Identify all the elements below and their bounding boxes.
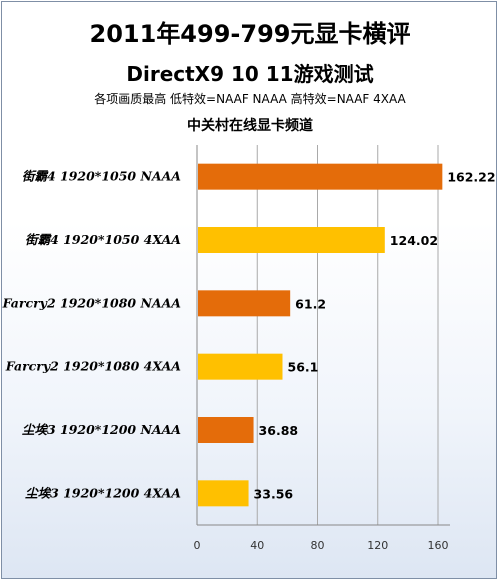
category-label: Farcry2 1920*1080 NAAA (2, 295, 182, 310)
category-label: 尘埃3 1920*1200 NAAA (22, 422, 181, 437)
x-tick-label: 80 (311, 539, 325, 552)
data-label: 56.1 (288, 360, 319, 375)
chart-source: 中关村在线显卡频道 (187, 118, 313, 134)
bar (198, 353, 283, 380)
chart-title: 2011年499-799元显卡横评 (89, 20, 411, 48)
data-label: 61.2 (295, 296, 326, 311)
bar (198, 227, 385, 253)
category-label: 街霸4 1920*1050 NAAA (22, 169, 181, 184)
x-tick-label: 40 (250, 539, 264, 552)
x-tick-label: 160 (428, 539, 449, 552)
data-label: 33.56 (254, 486, 294, 501)
chart-note: 各项画质最高 低特效=NAAF NAAA 高特效=NAAF 4XAA (94, 92, 406, 106)
data-label: 124.02 (390, 233, 438, 248)
bar (198, 417, 254, 443)
category-label: Farcry2 1920*1080 4XAA (5, 359, 182, 374)
x-tick-label: 0 (194, 539, 201, 552)
bar (198, 290, 291, 317)
chart-subtitle: DirectX9 10 11游戏测试 (126, 62, 374, 86)
bar (198, 163, 443, 190)
data-label: 162.22 (447, 170, 495, 185)
category-label: 街霸4 1920*1050 4XAA (25, 232, 181, 247)
category-label: 尘埃3 1920*1200 4XAA (25, 485, 181, 500)
x-tick-label: 120 (367, 539, 388, 552)
data-label: 36.88 (259, 423, 299, 438)
bar (198, 480, 249, 507)
